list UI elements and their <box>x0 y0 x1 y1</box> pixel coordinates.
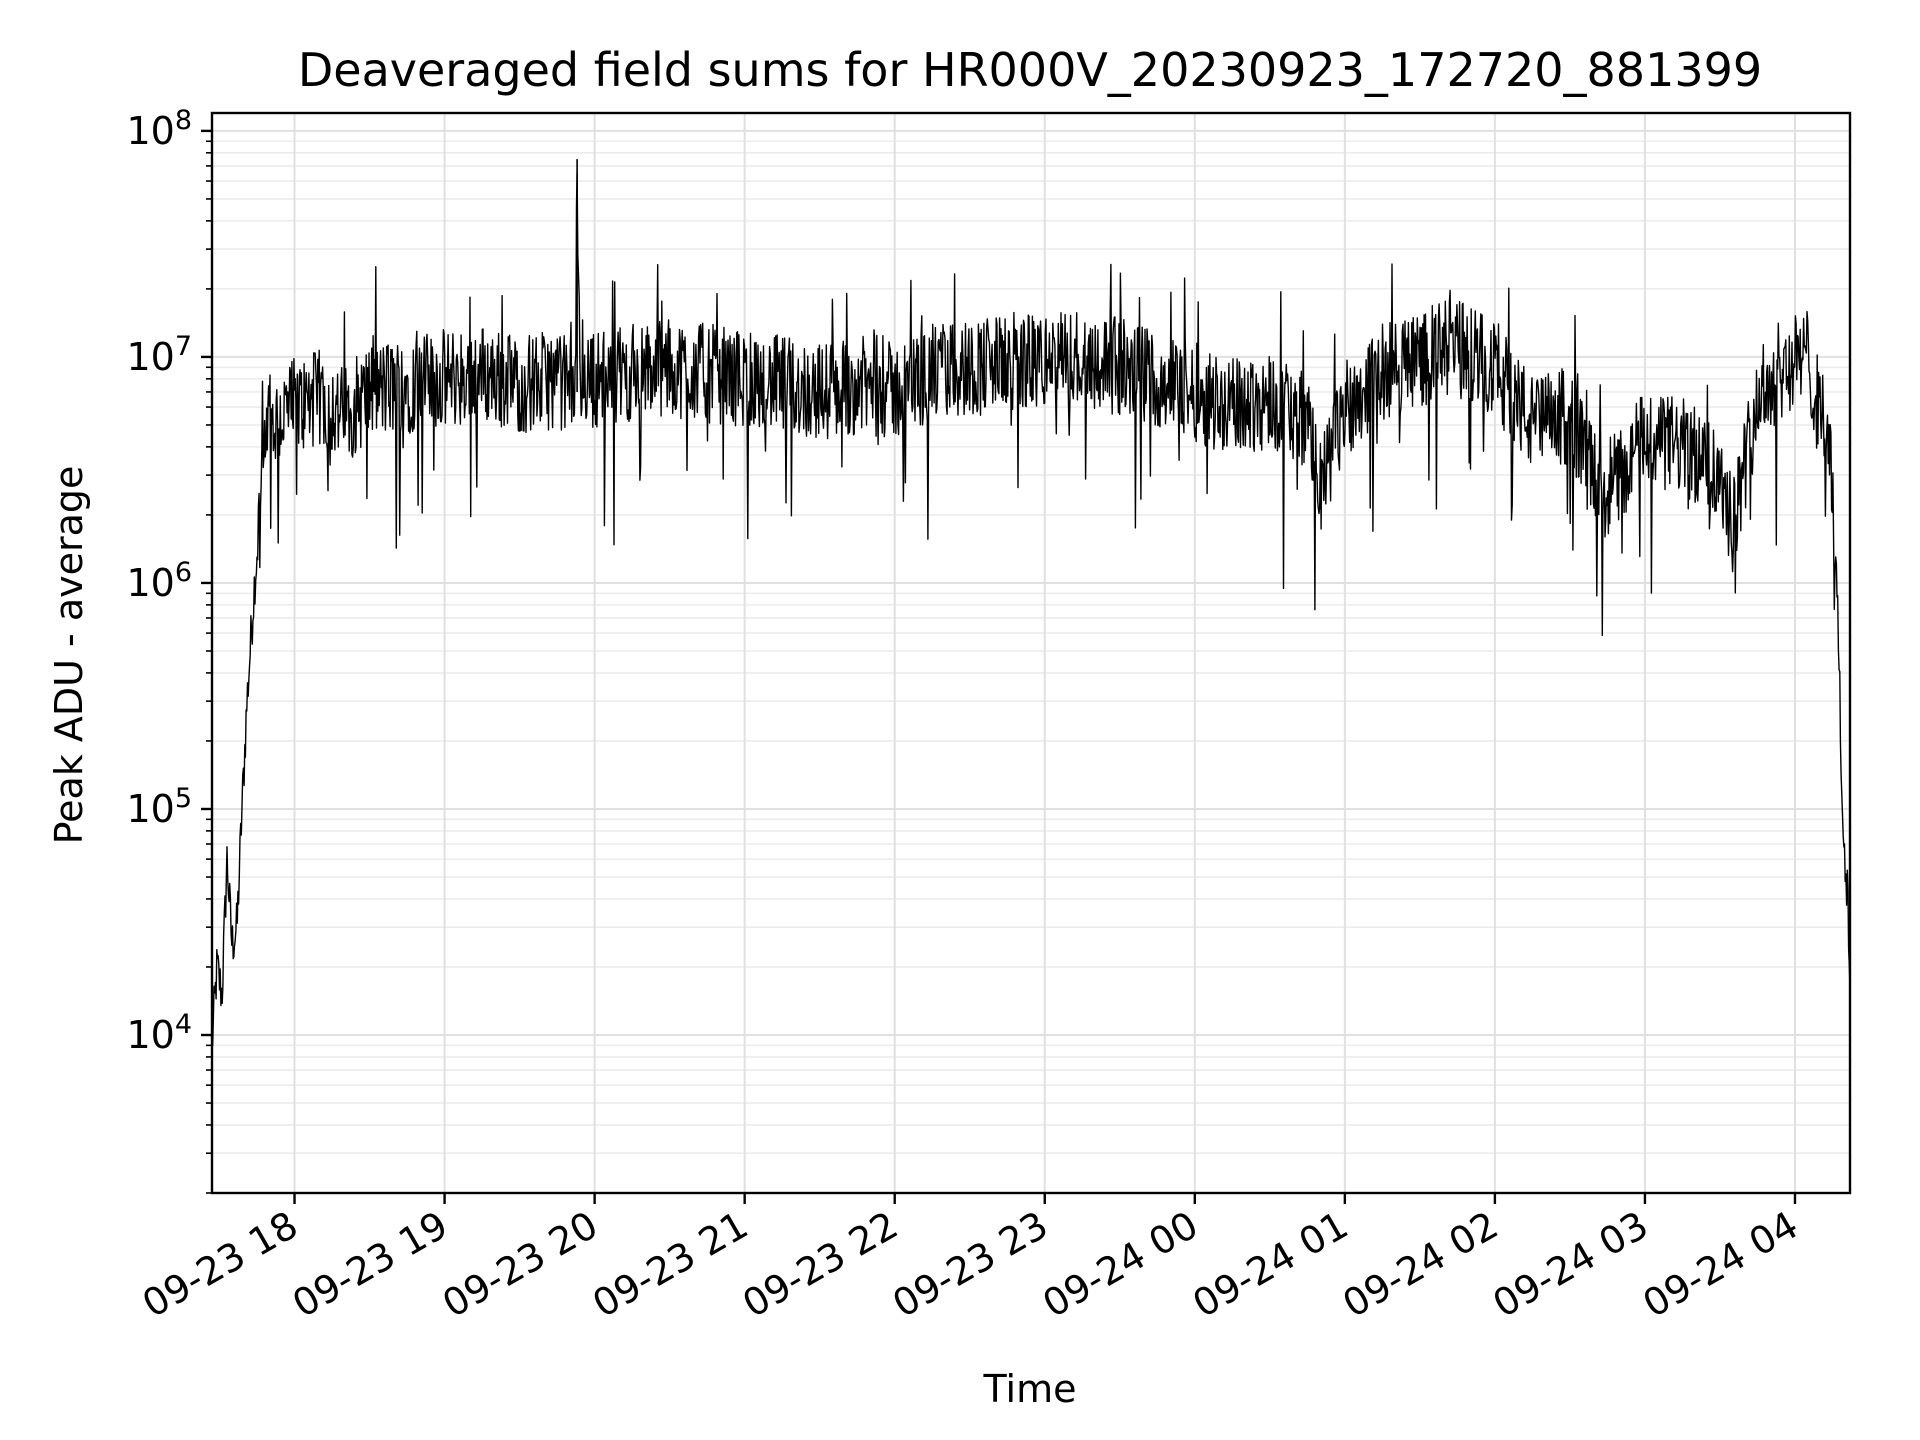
y-axis-label: Peak ADU - average <box>47 466 91 845</box>
y-tick-label: 104 <box>126 1009 192 1058</box>
x-axis-label: Time <box>983 1367 1077 1411</box>
y-tick-label: 108 <box>126 104 192 153</box>
y-tick-label: 107 <box>126 330 192 379</box>
y-tick-label: 106 <box>126 556 192 605</box>
y-tick-label: 105 <box>126 782 192 831</box>
series-group <box>211 159 1851 1046</box>
chart-title: Deaveraged field sums for HR000V_2023092… <box>298 43 1762 97</box>
grid <box>212 113 1850 1194</box>
series-line <box>211 171 1851 1046</box>
plot-frame <box>210 111 1852 1195</box>
